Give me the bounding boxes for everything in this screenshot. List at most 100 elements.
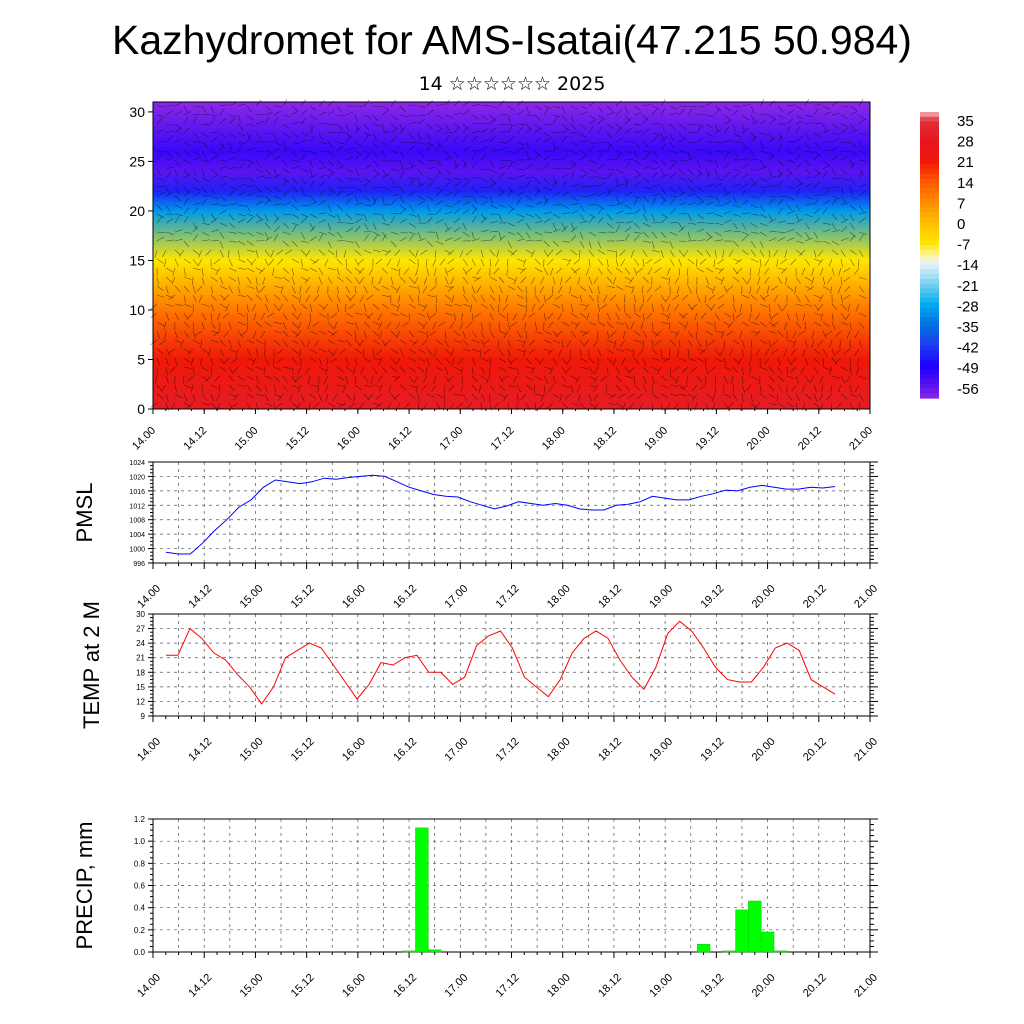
- y-tick-label: 12: [136, 697, 145, 706]
- x-tick-label: 17.12: [489, 425, 517, 453]
- x-tick-label: 14.00: [135, 736, 163, 764]
- grid: [152, 461, 871, 564]
- x-tick-label: 15.00: [238, 736, 266, 764]
- page-subtitle: 14 ☆☆☆☆☆☆ 2025: [418, 73, 606, 95]
- x-tick-label: 21.00: [847, 425, 875, 453]
- colorbar-label: -42: [957, 340, 979, 357]
- colorbar-label: 28: [957, 134, 974, 151]
- x-tick-label: 19.00: [642, 425, 670, 453]
- colorbar-label: -35: [957, 319, 979, 336]
- x-tick-label: 16.00: [340, 736, 368, 764]
- grid: [152, 613, 871, 717]
- x-tick-label: 15.00: [238, 583, 266, 611]
- y-axis-title: TEMP at 2 M: [79, 601, 104, 729]
- y-tick-label: 1.0: [134, 837, 146, 846]
- y-tick-label: 5: [137, 351, 145, 367]
- x-tick-label: 18.12: [591, 425, 619, 453]
- colorbar-label: -21: [957, 278, 979, 295]
- y-tick-label: 0.2: [134, 926, 146, 935]
- x-tick-label: 16.12: [391, 736, 419, 764]
- y-tick-label: 30: [129, 104, 145, 120]
- precip-bar: [402, 950, 416, 953]
- x-tick-label: 19.00: [647, 972, 675, 1000]
- precip-bar: [428, 949, 442, 953]
- colorbar-label: 7: [957, 195, 965, 212]
- x-tick-label: 20.12: [801, 736, 829, 764]
- x-tick-label: 18.00: [545, 736, 573, 764]
- x-tick-label: 17.00: [442, 972, 470, 1000]
- precip-bar: [748, 900, 762, 953]
- x-tick-label: 20.00: [750, 583, 778, 611]
- y-tick-label: 1020: [129, 474, 145, 481]
- x-tick-label: 14.12: [186, 972, 214, 1000]
- pmsl-panel: 996 1000 1004 1008 1012 1016 1020 1024 14.00 14.1…: [72, 460, 880, 611]
- precip-bar: [696, 943, 711, 953]
- x-tick-label: 16.00: [340, 972, 368, 1000]
- x-tick-label: 18.00: [545, 972, 573, 1000]
- x-tick-label: 15.00: [233, 425, 261, 453]
- precip-bar: [735, 909, 749, 953]
- x-tick-label: 17.00: [442, 583, 470, 611]
- x-tick-label: 18.12: [596, 736, 624, 764]
- y-tick-label: 25: [129, 153, 145, 169]
- y-tick-label: 9: [141, 712, 146, 721]
- y-tick-label: 1012: [129, 503, 145, 510]
- y-axis-title: PRECIP, mm: [72, 822, 97, 950]
- colorbar: 35 28 21 14 7 0 -7 -14 -21 -28 -35 -42 -49 -56: [920, 112, 979, 399]
- colorbar-label: 35: [957, 113, 974, 130]
- wind-barbs: [150, 98, 867, 412]
- x-tick-label: 17.00: [442, 736, 470, 764]
- precip-bar: [760, 931, 775, 953]
- x-tick-label: 14.00: [135, 972, 163, 1000]
- x-tick-label: 17.12: [494, 972, 522, 1000]
- colorbar-label: 21: [957, 154, 974, 171]
- x-tick-label: 21.00: [852, 736, 880, 764]
- x-tick-label: 15.00: [238, 972, 266, 1000]
- x-tick-label: 19.00: [647, 736, 675, 764]
- y-axis-title: PMSL: [72, 483, 97, 543]
- x-tick-label: 14.12: [181, 425, 209, 453]
- y-tick-label: 24: [136, 639, 145, 648]
- x-tick-label: 20.00: [750, 736, 778, 764]
- x-tick-label: 19.12: [699, 583, 727, 611]
- colorbar-label: -56: [957, 381, 979, 398]
- x-tick-label: 15.12: [289, 972, 317, 1000]
- y-tick-label: 10: [129, 302, 145, 318]
- x-tick-label: 19.12: [694, 425, 722, 453]
- x-tick-label: 18.00: [540, 425, 568, 453]
- y-tick-label: 30: [136, 610, 145, 619]
- x-tick-label: 14.00: [130, 425, 158, 453]
- x-tick-label: 16.12: [386, 425, 414, 453]
- y-tick-label: 996: [133, 561, 145, 568]
- colorbar-label: 0: [957, 216, 965, 233]
- x-tick-label: 15.12: [284, 425, 312, 453]
- y-tick-label: 1.2: [134, 815, 146, 824]
- precip-bar: [722, 950, 736, 953]
- x-tick-label: 20.12: [801, 972, 829, 1000]
- y-tick-label: 0.6: [134, 882, 146, 891]
- x-tick-label: 15.12: [289, 736, 317, 764]
- colorbar-label: -7: [957, 237, 970, 254]
- x-tick-label: 20.00: [745, 425, 773, 453]
- y-tick-label: 0.8: [134, 859, 146, 868]
- x-tick-label: 17.12: [494, 736, 522, 764]
- x-tick-label: 16.12: [391, 583, 419, 611]
- y-tick-label: 27: [136, 625, 145, 634]
- x-tick-label: 17.00: [437, 425, 465, 453]
- x-tick-label: 18.00: [545, 583, 573, 611]
- x-tick-label: 16.12: [391, 972, 419, 1000]
- precip-panel: 0.0 0.2 0.4 0.6 0.8 1.0 1.2 14.00 14.12 15.00 15.1…: [72, 815, 880, 1000]
- x-tick-label: 20.12: [801, 583, 829, 611]
- y-tick-label: 15: [129, 252, 145, 268]
- precip-bar: [773, 950, 788, 953]
- cross-section-field: [153, 102, 870, 409]
- x-tick-label: 20.12: [796, 425, 824, 453]
- x-tick-label: 20.00: [750, 972, 778, 1000]
- x-tick-label: 15.12: [289, 583, 317, 611]
- colorbar-label: -49: [957, 360, 979, 377]
- y-tick-label: 20: [129, 203, 145, 219]
- x-tick-label: 14.00: [135, 583, 163, 611]
- precip-bar: [415, 827, 429, 953]
- series-line: [165, 474, 836, 555]
